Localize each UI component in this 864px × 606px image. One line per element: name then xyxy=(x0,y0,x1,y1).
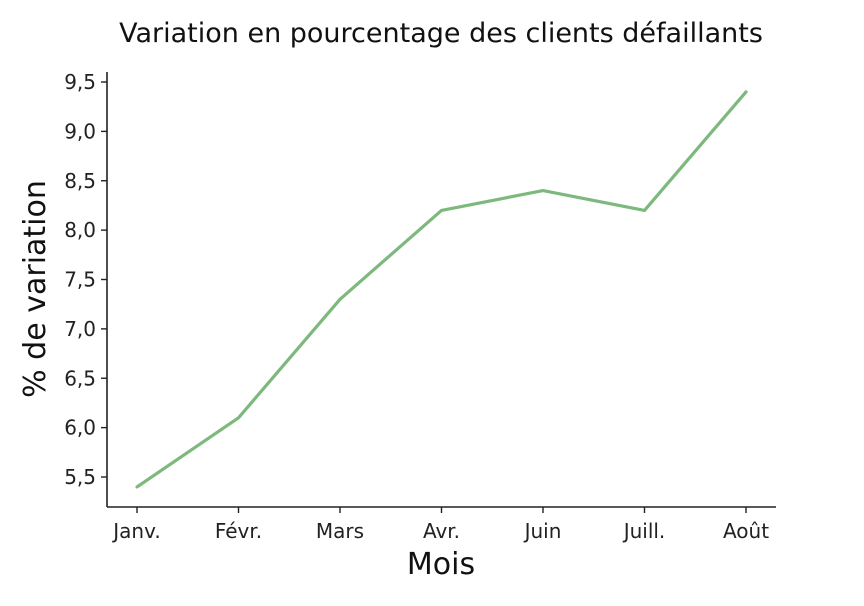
y-tick-label: 5,5 xyxy=(64,465,96,489)
x-tick-label: Févr. xyxy=(215,519,262,543)
y-axis-label: % de variation xyxy=(18,180,53,398)
y-tick-label: 8,5 xyxy=(64,169,96,193)
plot-area: 5,5 6,0 6,5 7,0 7,5 8,0 8,5 9,0 9,5 Janv. Févr. Ma… xyxy=(64,70,776,543)
chart-title: Variation en pourcentage des clients déf… xyxy=(119,18,763,49)
y-tick-label: 9,0 xyxy=(64,119,96,143)
x-tick-label: Août xyxy=(723,519,769,543)
y-axis-ticks: 5,5 6,0 6,5 7,0 7,5 8,0 8,5 9,0 9,5 xyxy=(64,70,107,489)
y-tick-label: 9,5 xyxy=(64,70,96,94)
x-axis-label: Mois xyxy=(407,547,475,582)
x-axis-ticks: Janv. Févr. Mars Avr. Juin Juill. Août xyxy=(111,507,769,543)
series-line xyxy=(135,90,748,489)
x-tick-label: Mars xyxy=(316,519,364,543)
y-tick-label: 7,0 xyxy=(64,317,96,341)
series-group xyxy=(135,90,748,489)
x-tick-label: Avr. xyxy=(423,519,460,543)
x-tick-label: Juill. xyxy=(622,519,666,543)
x-tick-label: Juin xyxy=(523,519,562,543)
y-tick-label: 6,5 xyxy=(64,366,96,390)
y-tick-label: 7,5 xyxy=(64,268,96,292)
x-tick-label: Janv. xyxy=(111,519,160,543)
y-tick-label: 6,0 xyxy=(64,416,96,440)
y-tick-label: 8,0 xyxy=(64,218,96,242)
